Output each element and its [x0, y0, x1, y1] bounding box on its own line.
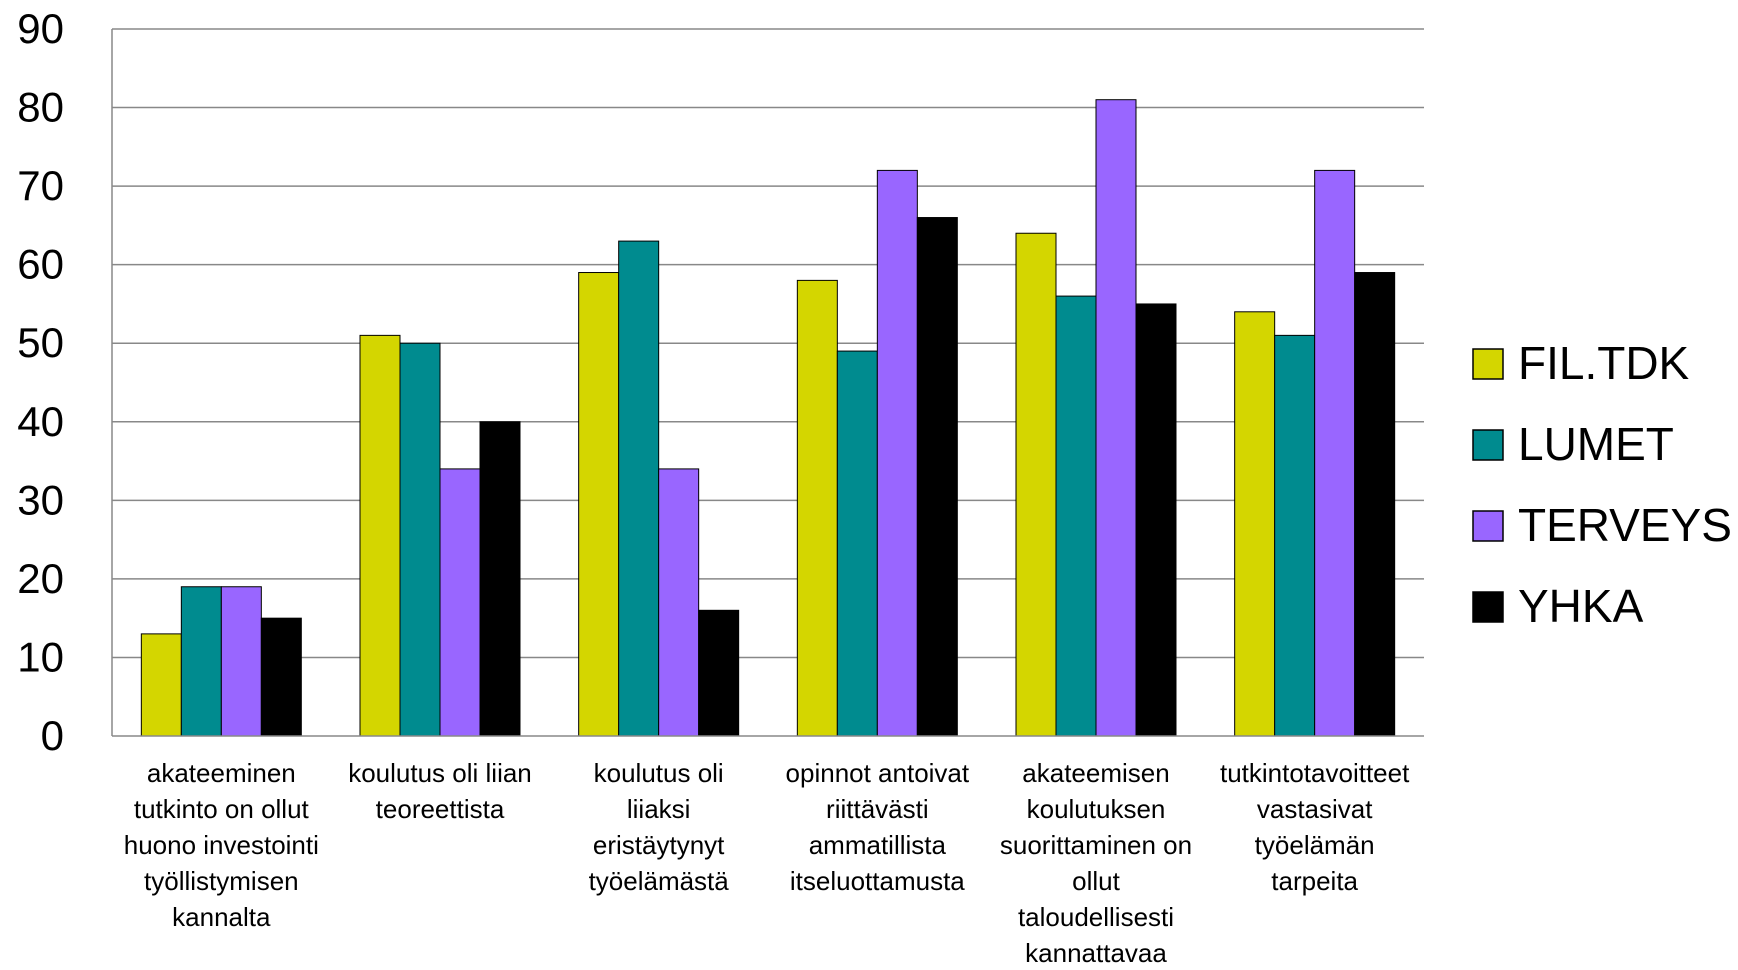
bar-terveys — [1314, 169, 1356, 737]
bar-lumet — [1274, 334, 1316, 737]
y-tick-label: 70 — [17, 162, 64, 209]
bar-fil-tdk — [796, 279, 838, 737]
x-category-label: opinnot antoivat — [786, 758, 970, 788]
legend-swatch — [1472, 429, 1504, 461]
bar-yhka — [916, 217, 958, 737]
bar-fil-tdk — [1234, 311, 1276, 737]
x-category-label: tarpeita — [1271, 866, 1358, 896]
x-category-label: suorittaminen on — [1000, 830, 1192, 860]
bar-terveys — [220, 586, 262, 737]
x-category-label: tutkintotavoitteet — [1220, 758, 1410, 788]
legend-label: FIL.TDK — [1518, 337, 1690, 389]
legend-label: TERVEYS — [1518, 499, 1732, 551]
x-category-label: työelämästä — [589, 866, 730, 896]
bar-terveys — [439, 468, 481, 737]
y-tick-label: 30 — [17, 476, 64, 523]
x-category-label: taloudellisesti — [1018, 902, 1174, 932]
x-category-label: ollut — [1072, 866, 1120, 896]
bar-yhka — [479, 421, 521, 737]
legend-swatch — [1472, 510, 1504, 542]
axes: 0 10 20 30 40 50 60 70 80 90 akateeminen tutkinto o… — [17, 5, 1424, 968]
x-category-label: ammatillista — [809, 830, 947, 860]
y-tick-label: 40 — [17, 398, 64, 445]
y-tick-label: 90 — [17, 5, 64, 52]
x-category-label: itseluottamusta — [790, 866, 965, 896]
bar-terveys — [1095, 99, 1137, 737]
bar-yhka — [698, 609, 740, 737]
bar-lumet — [180, 586, 222, 737]
x-category-label: liiaksi — [627, 794, 691, 824]
legend-swatch — [1472, 348, 1504, 380]
legend-swatch — [1472, 591, 1504, 623]
x-category-label: kannalta — [172, 902, 271, 932]
x-category-label: akateeminen — [147, 758, 296, 788]
x-category-label: koulutuksen — [1027, 794, 1166, 824]
x-category-label: vastasivat — [1257, 794, 1373, 824]
bar-fil-tdk — [140, 633, 182, 737]
x-category-label: työllistymisen — [144, 866, 299, 896]
bar-terveys — [658, 468, 700, 737]
x-category-label: teoreettista — [376, 794, 505, 824]
bar-fil-tdk — [359, 334, 401, 737]
x-category-label: akateemisen — [1022, 758, 1169, 788]
grid-lines — [112, 28, 1424, 659]
bar-lumet — [1055, 295, 1097, 737]
bar-lumet — [399, 342, 441, 737]
x-category-label: kannattavaa — [1025, 938, 1167, 965]
legend: FIL.TDK LUMET TERVEYS YHKA — [1472, 337, 1732, 632]
y-tick-label: 50 — [17, 319, 64, 366]
bar-yhka — [1135, 303, 1177, 737]
bar-fil-tdk — [578, 272, 620, 737]
bar-yhka — [1354, 272, 1396, 737]
bar-terveys — [876, 169, 918, 737]
x-category-label: koulutus oli liian — [348, 758, 532, 788]
y-tick-label: 80 — [17, 84, 64, 131]
y-tick-label: 10 — [17, 633, 64, 680]
legend-label: YHKA — [1518, 580, 1644, 632]
bar-lumet — [618, 240, 660, 737]
x-category-label: eristäytynyt — [593, 830, 725, 860]
y-tick-label: 0 — [41, 712, 64, 759]
x-category-label: tutkinto on ollut — [134, 794, 310, 824]
y-tick-label: 20 — [17, 555, 64, 602]
x-category-label: huono investointi — [124, 830, 319, 860]
bar-yhka — [260, 617, 302, 737]
x-category-label: työelämän — [1255, 830, 1375, 860]
bar-fil-tdk — [1015, 232, 1057, 737]
x-category-label: riittävästi — [826, 794, 929, 824]
x-category-label: koulutus oli — [594, 758, 724, 788]
y-tick-label: 60 — [17, 241, 64, 288]
legend-label: LUMET — [1518, 418, 1674, 470]
bar-lumet — [836, 350, 878, 737]
bars — [140, 99, 1396, 737]
